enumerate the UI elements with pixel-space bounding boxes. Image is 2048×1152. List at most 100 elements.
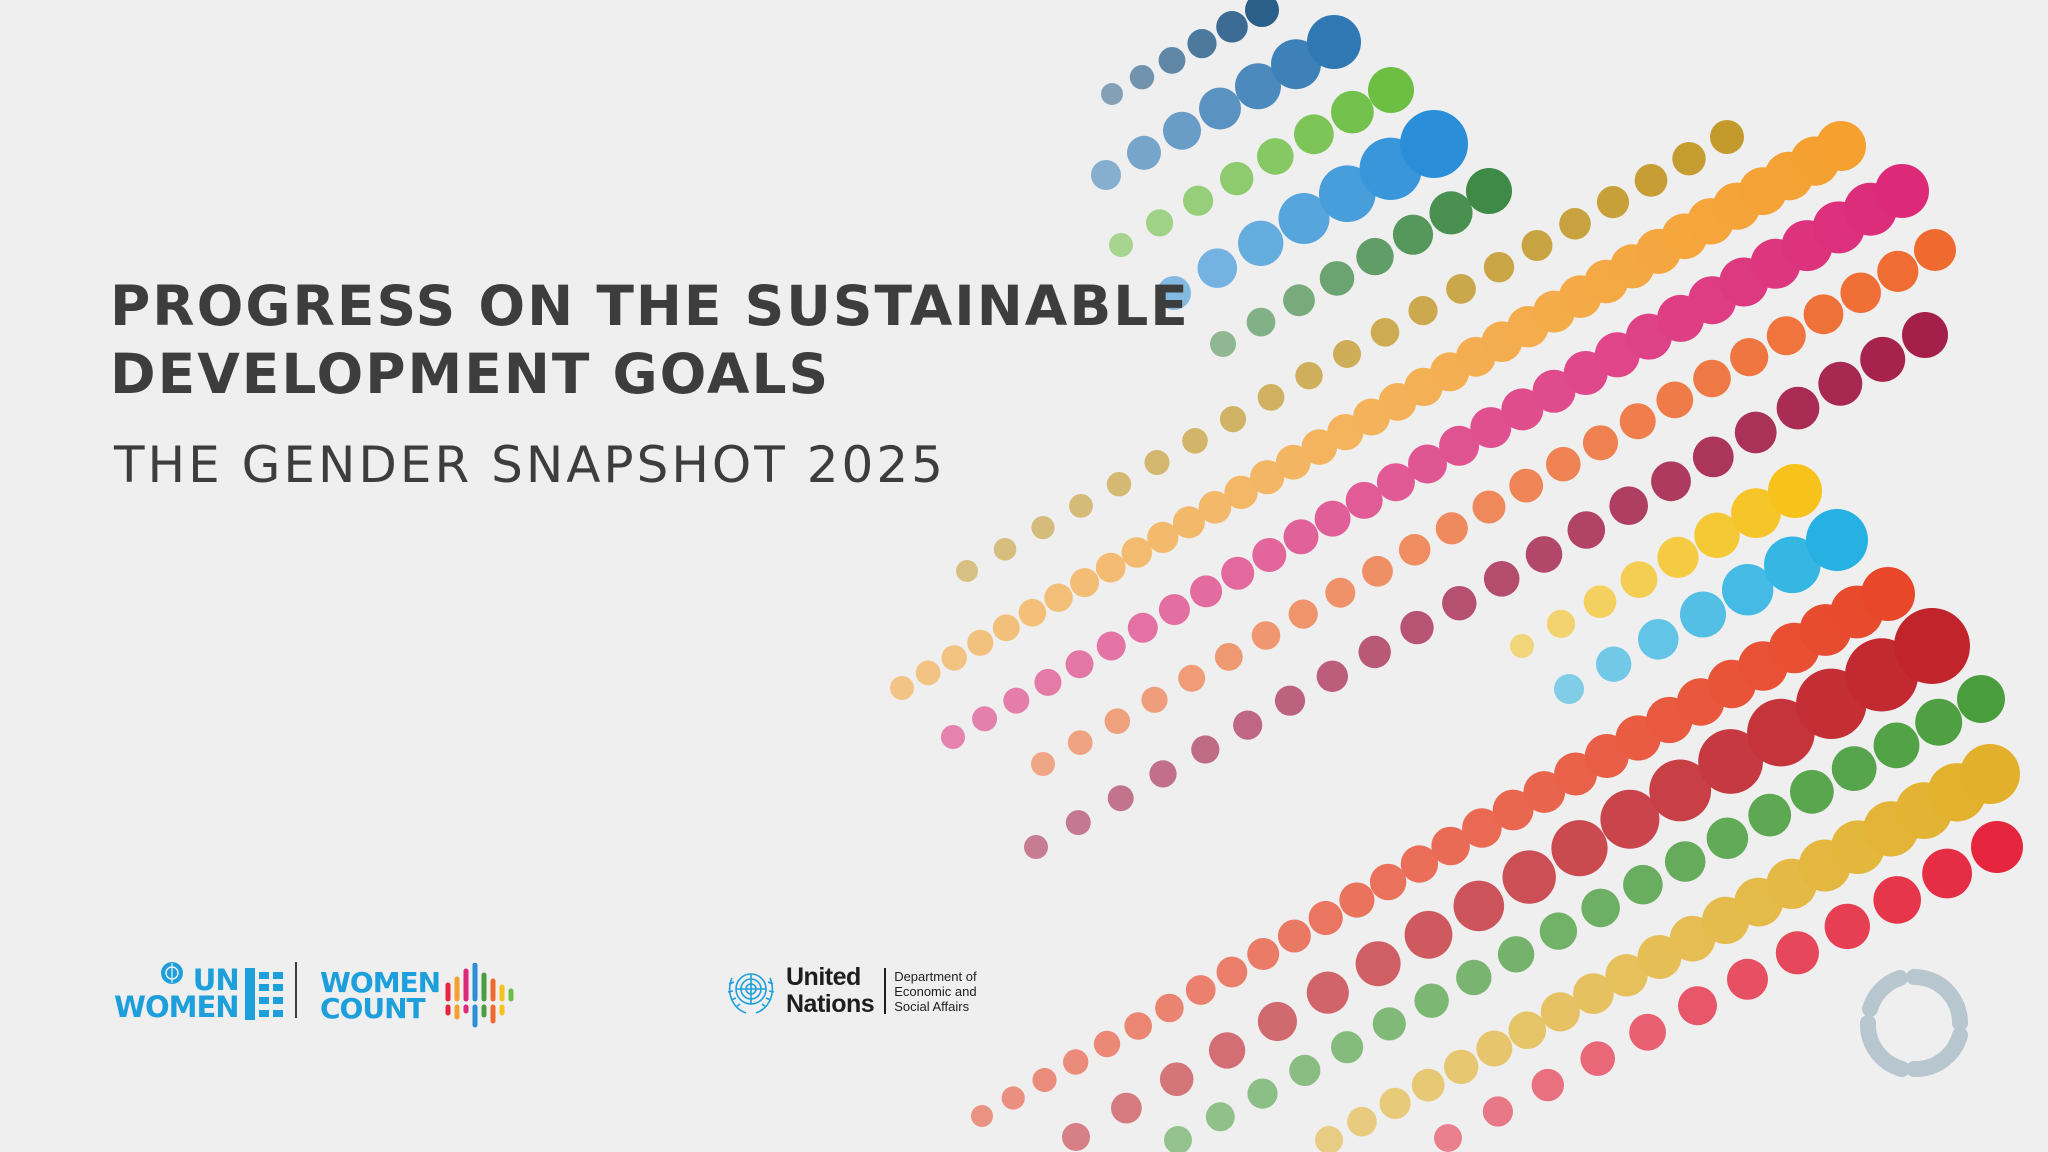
decorative-dot [1510,634,1534,658]
decorative-dot [1600,789,1660,849]
decorative-dot [1289,1054,1321,1086]
decorative-dot [1722,564,1774,616]
decorative-dot [1238,220,1284,266]
decorative-dot [1315,1126,1343,1152]
decorative-dot [1840,272,1881,314]
decorative-dot [1502,850,1556,904]
decorative-dot [1680,591,1726,638]
decorative-dot [941,645,967,671]
decorative-dot [1456,959,1492,996]
decorative-dot [1129,65,1155,90]
decorative-dot [1144,450,1170,475]
decorative-dot [1277,919,1311,953]
decorative-dot [1274,685,1306,716]
decorative-dot [1147,521,1179,554]
decorative-dot [1706,817,1749,860]
decorative-dot [1187,28,1217,59]
decorative-dot [1044,583,1073,612]
un-logo-divider [884,968,887,1014]
decorative-dot [1546,609,1576,639]
decorative-dot [1400,110,1468,178]
decorative-dot [1638,619,1679,660]
decorative-dot [1159,1062,1194,1096]
decorative-dot [1619,403,1656,440]
decorative-dot [1199,87,1241,130]
decorative-dot [1275,444,1311,480]
decorative-dot [1434,1124,1462,1152]
decorative-dot [1376,463,1415,502]
decorative-dot [1069,494,1093,518]
decorative-dot [1183,185,1214,216]
decorative-dot [1766,316,1806,356]
decorative-dot [1257,384,1285,411]
decorative-dot [1531,1068,1565,1102]
decorative-dot [1127,612,1158,643]
decorative-dot [1470,407,1512,449]
decorative-dot [1957,675,2005,723]
decorative-dot [915,660,941,686]
title-line-2: DEVELOPMENT GOALS [110,342,831,406]
decorative-dot [1333,340,1361,368]
decorative-dot [1306,971,1349,1014]
decorative-dot [1191,735,1220,764]
decorative-dot [1106,472,1132,497]
decorative-dot [1414,983,1449,1018]
decorative-dot [1067,730,1093,755]
decorative-dot [1444,1049,1479,1085]
decorative-dot [1301,429,1338,465]
decorative-dot [1877,250,1919,292]
decorative-dot [1065,810,1091,836]
decorative-dot [1915,698,1963,746]
decorative-dot [1250,460,1285,495]
decorative-dot [1861,567,1915,621]
decorative-dot [1408,296,1438,326]
decorative-dot [1466,168,1512,214]
decorative-dot [1768,464,1822,518]
decorative-dot [1379,1087,1411,1119]
decorative-dot [1583,585,1617,618]
decorative-dot [1316,660,1349,692]
decorative-dot [1208,1032,1246,1069]
decorative-dot [1101,83,1123,105]
decorative-dot [1368,67,1414,113]
decorative-dot [1922,848,1972,899]
decorative-dot [1251,621,1281,650]
decorative-dot [993,538,1017,561]
decorative-dot [1596,646,1632,682]
decorative-dot [1411,1068,1445,1102]
page-subtitle: THE GENDER SNAPSHOT 2025 [114,436,946,494]
decorative-dot [1873,722,1920,769]
decorative-dot [1257,1001,1297,1042]
decorative-dot [1247,938,1280,970]
decorative-dot [972,706,998,732]
decorative-dot [1190,575,1223,608]
decorative-dot [1620,561,1658,598]
decorative-dot [1914,229,1956,271]
women-count-bars-icon [445,963,514,1028]
decorative-dot [1508,1011,1547,1049]
decorative-dot [1370,318,1400,347]
un-department-name: Department of Economic and Social Affair… [894,968,977,1014]
decorative-dot [1581,888,1620,928]
decorative-dot [1109,233,1133,257]
decorative-dot [890,676,914,700]
un-women-logo: UN WOMEN [114,962,283,1025]
decorative-dot [1032,1067,1057,1093]
decorative-dot [1355,941,1401,987]
decorative-dot [1295,362,1323,390]
decorative-dot [1501,388,1544,431]
decorative-dot [1093,1030,1121,1058]
decorative-dot [1894,608,1970,684]
decorative-dot [1283,519,1319,555]
decorative-dot [1141,686,1168,713]
decorative-dot [1539,912,1578,950]
decorative-dot [1146,209,1174,237]
decorative-dot [1476,1030,1513,1067]
decorative-dot [1070,568,1100,598]
decorative-dot [1216,956,1248,988]
page-title: PROGRESS ON THE SUSTAINABLE DEVELOPMENT … [110,272,1190,408]
decorative-dot [1442,586,1477,621]
decorative-dot [1960,744,2020,804]
decorative-dot [1554,674,1584,704]
decorative-dot [1319,261,1355,296]
